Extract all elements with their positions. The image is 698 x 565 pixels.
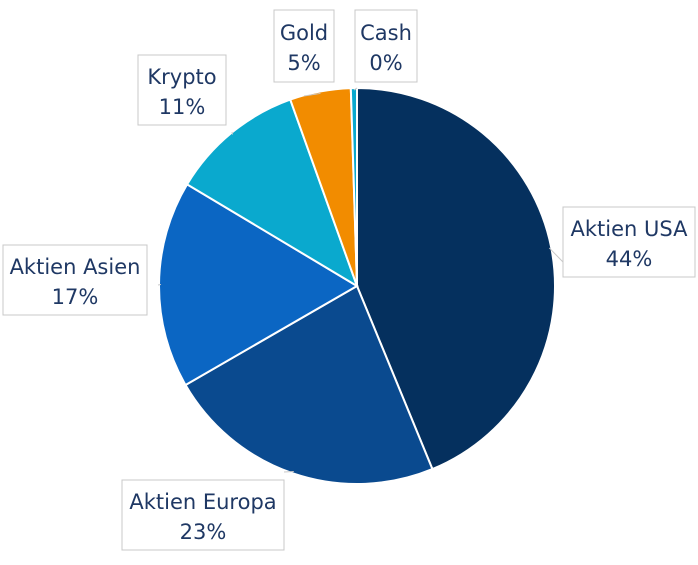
pie-slice-aktien-europa <box>184 284 434 485</box>
data-label-value: 5% <box>287 51 320 75</box>
data-label-aktien-asien: Aktien Asien 17% <box>2 244 148 316</box>
data-label-category: Krypto <box>147 65 216 89</box>
pie-slices <box>158 86 556 485</box>
data-label-aktien-usa: Aktien USA 44% <box>562 206 696 278</box>
data-label-gold: Gold 5% <box>273 9 335 83</box>
leader-line-krypto <box>231 131 234 135</box>
data-label-value: 44% <box>606 247 653 271</box>
data-label-box <box>121 479 285 551</box>
data-label-box <box>2 244 148 316</box>
data-label-box <box>273 9 335 83</box>
data-label-value: 0% <box>369 51 402 75</box>
data-label-box <box>562 206 696 278</box>
data-label-category: Cash <box>360 21 412 45</box>
pie-slice-aktien-usa <box>356 86 556 471</box>
leader-line-aktien-usa <box>548 247 564 263</box>
leader-line-aktien-asien <box>157 283 162 286</box>
leader-line-gold <box>303 92 321 97</box>
data-label-category: Aktien Europa <box>129 490 276 514</box>
data-label-category: Aktien Asien <box>10 255 141 279</box>
data-labels: Aktien USA 44% Aktien Europa 23% Aktien Asie… <box>2 9 696 551</box>
data-label-value: 17% <box>52 285 99 309</box>
data-label-value: 23% <box>180 520 227 544</box>
data-label-box <box>137 54 227 126</box>
leader-line-cash <box>353 87 358 91</box>
data-label-aktien-europa: Aktien Europa 23% <box>121 479 285 551</box>
data-label-category: Gold <box>280 21 328 45</box>
data-label-cash: Cash 0% <box>354 9 418 83</box>
data-label-box <box>354 9 418 83</box>
data-label-category: Aktien USA <box>571 217 689 241</box>
data-label-value: 11% <box>159 95 206 119</box>
leader-lines <box>157 87 564 473</box>
pie-slice-krypto <box>185 98 359 289</box>
data-label-krypto: Krypto 11% <box>137 54 227 126</box>
